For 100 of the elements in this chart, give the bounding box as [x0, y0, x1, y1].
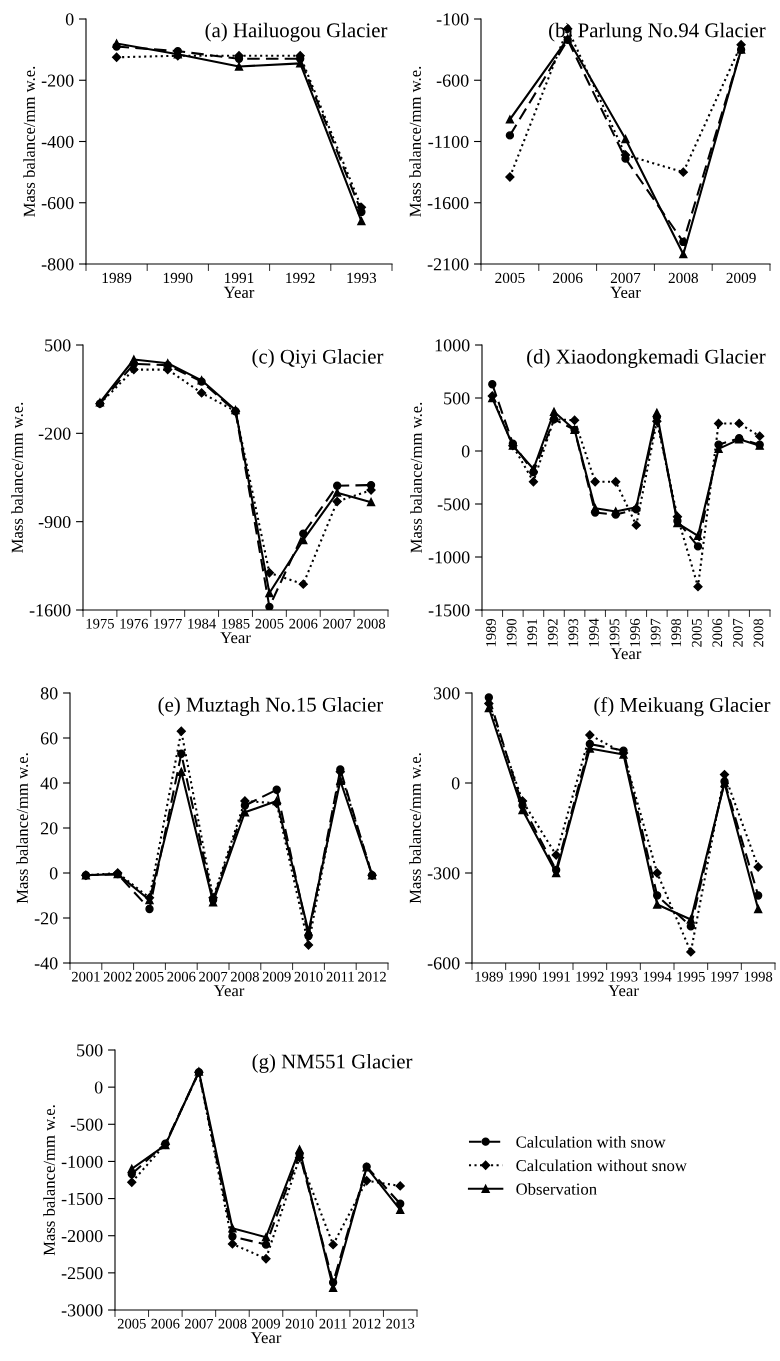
x-tick-label: 1976 — [120, 618, 148, 629]
y-axis-title: Mass balance/mm w.e. — [410, 402, 422, 553]
x-axis-title: Year — [610, 286, 641, 298]
x-tick-label: 2012 — [352, 1318, 381, 1329]
x-tick-label: 2007 — [732, 618, 743, 647]
legend-label: Observation — [516, 1183, 597, 1195]
y-tick-label: -200 — [41, 74, 74, 87]
x-tick-label: 1990 — [163, 272, 193, 284]
x-tick-label: 2012 — [358, 971, 386, 982]
y-axis-title: Mass balance/mm w.e. — [11, 402, 23, 553]
x-tick-label: 2005 — [135, 971, 164, 982]
x-tick-label: 2011 — [326, 971, 354, 982]
y-tick-label: -500 — [437, 498, 470, 511]
x-tick-label: 2006 — [151, 1318, 180, 1329]
x-tick-label: 2008 — [218, 1318, 247, 1329]
x-axis-title: Year — [608, 985, 639, 997]
x-tick-label: 1993 — [568, 618, 579, 647]
y-tick-label: -1500 — [428, 604, 470, 617]
x-tick-label: 1995 — [609, 618, 620, 647]
chart-title: (f) Meikuang Glacier — [594, 697, 771, 717]
x-tick-label: 1996 — [630, 618, 640, 647]
y-tick-label: 20 — [40, 822, 58, 835]
x-tick-label: 2005 — [117, 1318, 146, 1329]
x-axis-title: Year — [610, 648, 642, 660]
x-tick-label: 2009 — [726, 272, 756, 284]
y-tick-label: 80 — [40, 687, 58, 700]
x-tick-label: 2002 — [103, 971, 132, 982]
y-tick-label: 300 — [433, 687, 460, 700]
x-tick-label: 1975 — [86, 618, 114, 629]
x-tick-label: 1992 — [547, 619, 558, 647]
x-tick-label: 2013 — [386, 1318, 415, 1329]
y-axis-title: Mass balance/mm w.e. — [409, 753, 422, 904]
y-tick-label: -1600 — [29, 604, 71, 617]
x-tick-label: 2010 — [294, 971, 323, 982]
x-tick-label: 1993 — [347, 272, 377, 284]
x-tick-label: 2007 — [184, 1318, 214, 1329]
y-tick-label: -1600 — [427, 197, 469, 210]
y-tick-label: 0 — [65, 13, 74, 26]
y-tick-label: -2500 — [61, 1267, 103, 1280]
x-tick-label: 2001 — [71, 971, 100, 982]
chart-title: (d) Xiaodongkemadi Glacier — [527, 348, 766, 368]
x-tick-label: 2009 — [262, 971, 291, 982]
y-tick-label: -600 — [436, 74, 469, 87]
x-tick-label: 1991 — [527, 619, 538, 647]
y-tick-label: -600 — [427, 957, 460, 970]
x-tick-label: 1985 — [222, 618, 250, 629]
x-tick-label: 2011 — [319, 1318, 347, 1329]
y-tick-label: -2100 — [427, 258, 469, 271]
x-tick-label: 1989 — [475, 971, 503, 982]
y-tick-label: -900 — [38, 515, 71, 529]
y-tick-label: 0 — [49, 867, 58, 880]
x-tick-label: 1990 — [506, 618, 517, 647]
x-tick-label: 1977 — [154, 618, 182, 629]
x-tick-label: 2009 — [252, 1318, 280, 1329]
x-tick-label: 2006 — [167, 971, 196, 982]
x-tick-label: 2005 — [495, 272, 525, 284]
y-tick-label: 0 — [461, 445, 470, 458]
y-tick-label: -2000 — [61, 1229, 103, 1243]
x-tick-label: 1994 — [588, 618, 599, 647]
x-tick-label: 1989 — [486, 618, 496, 647]
y-tick-label: -300 — [427, 867, 460, 880]
x-tick-label: 1991 — [542, 971, 570, 982]
y-tick-label: 1000 — [435, 339, 470, 352]
x-tick-label: 1993 — [610, 971, 638, 982]
x-tick-label: 1998 — [744, 971, 773, 982]
x-tick-label: 1992 — [286, 272, 315, 284]
x-tick-label: 1997 — [711, 971, 739, 982]
x-tick-label: 2005 — [255, 618, 284, 629]
y-axis-title: Mass balance/mm w.e. — [23, 66, 36, 217]
y-tick-label: -1000 — [428, 551, 470, 564]
y-axis-title: Mass balance/mm w.e. — [16, 753, 29, 904]
y-tick-label: 500 — [45, 339, 71, 352]
x-tick-label: 2005 — [691, 618, 702, 647]
x-tick-label: 2008 — [668, 272, 698, 284]
x-tick-label: 1992 — [576, 971, 604, 982]
y-tick-label: 500 — [444, 392, 470, 405]
x-axis-title: Year — [220, 632, 251, 644]
x-tick-label: 2008 — [357, 618, 386, 629]
x-tick-label: 2006 — [289, 618, 318, 629]
y-tick-label: -400 — [41, 135, 74, 148]
chart-title: (c) Qiyi Glacier — [252, 348, 384, 368]
y-axis-title: Mass balance/mm w.e. — [43, 1105, 55, 1256]
chart-title: (a) Hailuogou Glacier — [205, 22, 388, 42]
x-tick-label: 1997 — [650, 618, 661, 647]
x-axis-title: Year — [250, 1332, 282, 1344]
y-tick-label: -1100 — [428, 135, 469, 148]
x-axis-title: Year — [213, 985, 245, 997]
y-tick-label: 500 — [77, 1044, 103, 1057]
x-tick-label: 2007 — [199, 971, 228, 982]
x-tick-label: 2007 — [610, 272, 641, 284]
x-tick-label: 2010 — [285, 1318, 314, 1329]
y-tick-label: -200 — [38, 427, 71, 440]
y-tick-label: -3000 — [61, 1304, 103, 1317]
x-tick-label: 1991 — [225, 272, 254, 284]
x-tick-label: 2007 — [323, 618, 352, 629]
x-axis-title: Year — [223, 286, 255, 298]
legend-label: Calculation with snow — [516, 1135, 666, 1148]
x-tick-label: 2006 — [712, 618, 723, 647]
y-tick-label: -1000 — [61, 1155, 103, 1168]
x-tick-label: 1998 — [671, 618, 682, 647]
